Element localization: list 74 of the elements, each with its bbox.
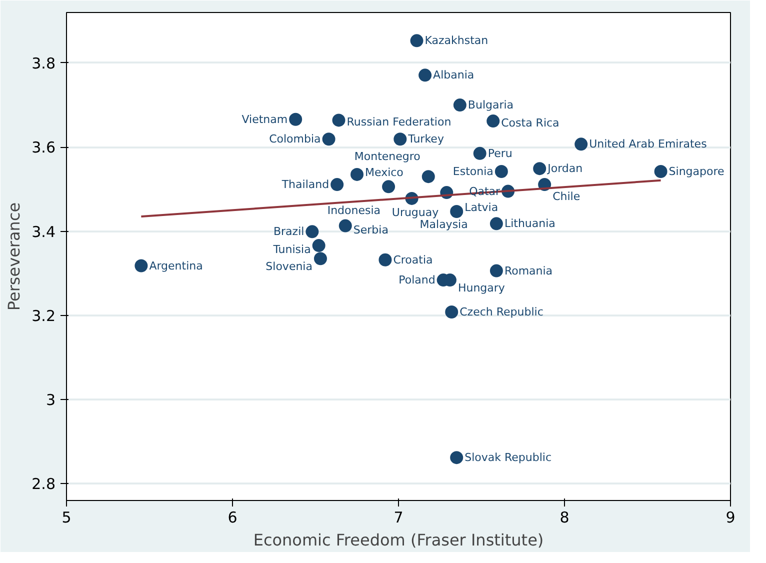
point [338, 219, 352, 232]
point [473, 146, 486, 160]
annotation: Tunisia [272, 243, 311, 256]
x-tick-label: 5 [62, 508, 72, 526]
point [494, 165, 508, 178]
point [330, 178, 344, 192]
point [450, 205, 464, 218]
annotation: Costa Rica [501, 116, 560, 130]
point [306, 225, 319, 238]
point [574, 138, 588, 151]
annotation: Slovenia [266, 260, 312, 274]
point [394, 132, 407, 146]
annotation: Lithuania [504, 217, 556, 230]
annotation: Singapore [668, 165, 725, 178]
point [453, 98, 466, 112]
point [422, 170, 435, 184]
x-tick-label: 8 [560, 508, 570, 526]
annotation: Romania [504, 264, 553, 278]
point [378, 253, 392, 266]
annotation: Czech Republic [460, 306, 544, 319]
y-tick-label: 3.6 [32, 138, 56, 157]
point [410, 34, 424, 48]
annotation: United Arab Emirates [589, 138, 708, 151]
annotation: Chile [552, 190, 580, 204]
annotation: Indonesia [327, 204, 381, 218]
y-tick-label: 2.8 [32, 475, 56, 494]
point [490, 217, 503, 230]
annotation: Albania [433, 68, 474, 82]
point [533, 162, 546, 176]
annotation: Slovak Republic [464, 451, 552, 464]
annotation: Colombia [269, 132, 321, 146]
y-axis-title: Perseverance [4, 202, 24, 311]
annotation: Poland [398, 274, 436, 287]
point [418, 68, 432, 82]
annotation: Montenegro [354, 150, 421, 164]
annotation: Croatia [393, 253, 433, 266]
annotation: Peru [488, 146, 512, 160]
point [322, 132, 336, 146]
y-tick-label: 3 [46, 391, 56, 410]
x-tick-label: 9 [726, 508, 736, 526]
annotation: Brazil [273, 225, 304, 238]
annotation: Estonia [452, 165, 494, 178]
annotation: Turkey [407, 132, 444, 146]
annotation: Jordan [546, 162, 583, 176]
annotation: Mexico [365, 166, 404, 179]
y-tick-label: 3.4 [32, 222, 56, 241]
annotation: Argentina [149, 259, 203, 272]
annotation: Thailand [280, 178, 330, 192]
x-axis-title: Economic Freedom (Fraser Institute) [253, 530, 544, 550]
x-tick-label: 6 [228, 508, 238, 526]
point [134, 259, 148, 272]
annotation: Latvia [464, 200, 498, 214]
annotation: Hungary [458, 282, 506, 295]
annotation: Malaysia [420, 218, 468, 231]
x-tick-label: 7 [394, 508, 404, 526]
point [382, 180, 396, 194]
point [490, 264, 503, 278]
annotation: Russian Federation [346, 116, 452, 129]
point [450, 451, 464, 464]
point [350, 168, 364, 181]
point [314, 252, 327, 266]
point [312, 239, 326, 252]
y-tick-label: 3.8 [32, 54, 56, 72]
annotation: Kazakhstan [424, 34, 488, 48]
point [445, 306, 458, 319]
point [486, 114, 500, 128]
point [289, 112, 302, 126]
y-tick-label: 3.2 [32, 306, 56, 325]
annotation: Uruguay [392, 206, 440, 220]
point [332, 114, 346, 127]
annotation: Bulgaria [468, 98, 514, 112]
annotation: Vietnam [242, 112, 288, 126]
point [654, 165, 668, 178]
annotation: Serbia [353, 223, 388, 236]
